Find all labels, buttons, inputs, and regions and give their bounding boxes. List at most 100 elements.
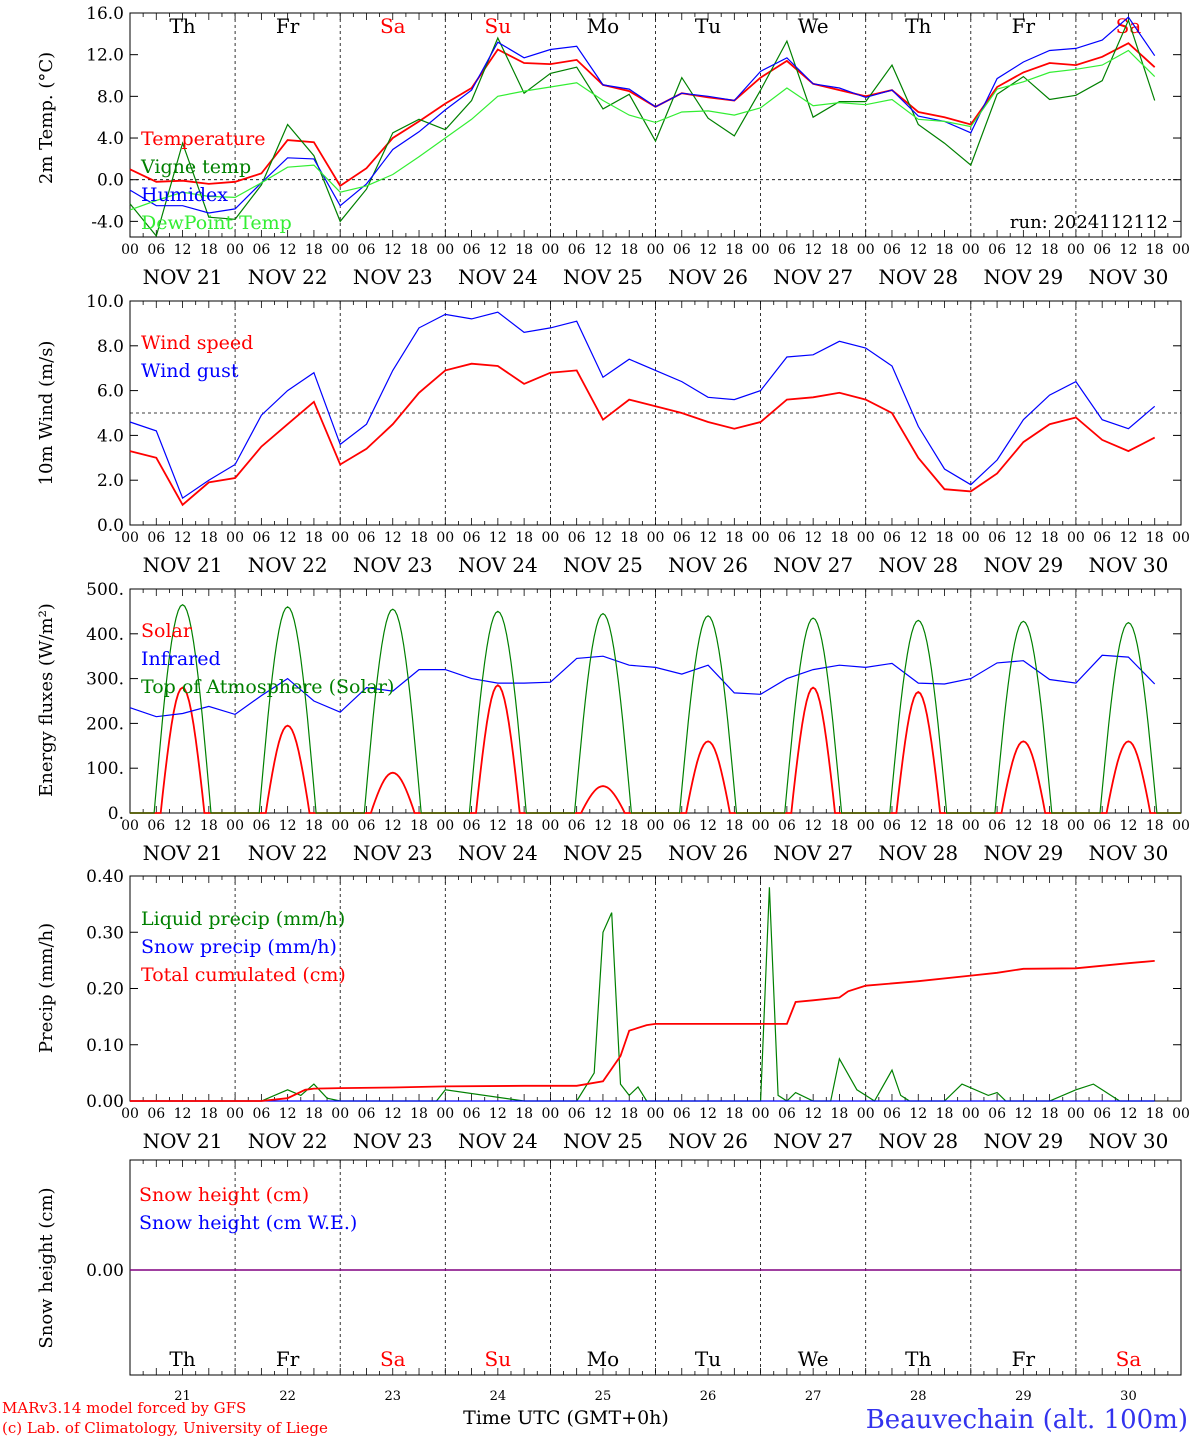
hour-tick-label: 06 xyxy=(463,530,481,546)
legend-entry: Wind speed xyxy=(141,332,253,354)
date-label: NOV 28 xyxy=(878,553,958,577)
run-annotation: run: 2024112112 xyxy=(1010,212,1168,233)
hour-tick-label: 18 xyxy=(515,242,533,258)
y-tick-label: 0.10 xyxy=(86,1036,124,1056)
legend-entry: DewPoint Temp xyxy=(141,212,292,234)
hour-tick-label: 12 xyxy=(1014,242,1032,258)
date-label: NOV 22 xyxy=(248,1129,328,1153)
hour-tick-label: 18 xyxy=(1041,818,1059,834)
hour-tick-label: 18 xyxy=(831,530,849,546)
hour-tick-label: 06 xyxy=(1093,1106,1111,1122)
legend-entry: Snow height (cm W.E.) xyxy=(139,1212,357,1234)
weekday-label: Th xyxy=(169,14,195,38)
hour-tick-label: 12 xyxy=(909,1106,927,1122)
y-axis-label: Snow height (cm) xyxy=(36,1187,57,1348)
panel-1: 16.0 12.0 8.0 4.0 0.0 -4.0 2m Temp. (°C) Th Fr Sa… xyxy=(36,4,1190,289)
y-tick-label: 10.0 xyxy=(86,292,124,312)
hour-tick-label: 00 xyxy=(962,818,980,834)
date-label: NOV 23 xyxy=(353,553,433,577)
hour-tick-label: 18 xyxy=(725,242,743,258)
weekday-label: Tu xyxy=(695,1347,721,1371)
hour-tick-label: 00 xyxy=(752,242,770,258)
hour-tick-label: 00 xyxy=(647,818,665,834)
hour-tick-label: 00 xyxy=(752,1106,770,1122)
hour-tick-label: 12 xyxy=(384,1106,402,1122)
y-tick-label: 0. xyxy=(108,804,124,824)
series-line-humidex xyxy=(129,16,1156,214)
hour-tick-label: 12 xyxy=(594,1106,612,1122)
hour-tick-label: 06 xyxy=(988,818,1006,834)
panel-4: 0.40 0.30 0.20 0.10 0.00 Precip (mm/h) Liquid … xyxy=(36,867,1190,1153)
hour-tick-label: 00 xyxy=(857,530,875,546)
hour-tick-label: 00 xyxy=(226,1106,244,1122)
hour-tick-label: 18 xyxy=(831,242,849,258)
weekday-label: Fr xyxy=(276,14,300,38)
hour-tick-label: 06 xyxy=(883,530,901,546)
hour-tick-label: 00 xyxy=(226,530,244,546)
legend-entry: Top of Atmosphere (Solar) xyxy=(141,676,394,698)
hour-tick-label: 12 xyxy=(804,818,822,834)
day-number-label: 30 xyxy=(1120,1389,1137,1404)
hour-tick-label: 06 xyxy=(147,242,165,258)
date-label: NOV 22 xyxy=(248,265,328,289)
hour-tick-label: 06 xyxy=(988,1106,1006,1122)
x-axis-title: Time UTC (GMT+0h) xyxy=(463,1407,669,1429)
legend-entry: Vigne temp xyxy=(140,156,251,178)
date-label: NOV 23 xyxy=(353,841,433,865)
hour-tick-label: 00 xyxy=(541,1106,559,1122)
weekday-label: Fr xyxy=(1012,1347,1036,1371)
hour-tick-label: 06 xyxy=(358,242,376,258)
weekday-label: Tu xyxy=(695,14,721,38)
hour-tick-label: 18 xyxy=(725,818,743,834)
hour-tick-label: 00 xyxy=(1067,818,1085,834)
hour-tick-label: 18 xyxy=(1146,1106,1164,1122)
hour-tick-label: 00 xyxy=(962,242,980,258)
y-tick-label: 400. xyxy=(86,625,124,645)
station-name: Beauvechain (alt. 100m) xyxy=(866,1405,1188,1435)
hour-tick-label: 18 xyxy=(305,530,323,546)
day-number-label: 26 xyxy=(700,1389,717,1404)
day-number-label: 28 xyxy=(910,1389,927,1404)
y-tick-label: 0.00 xyxy=(86,1261,124,1281)
weekday-label: We xyxy=(798,14,829,38)
hour-tick-label: 06 xyxy=(778,242,796,258)
hour-tick-label: 12 xyxy=(1120,818,1138,834)
y-tick-label: -4.0 xyxy=(91,212,124,232)
day-number-label: 27 xyxy=(805,1389,822,1404)
hour-tick-label: 06 xyxy=(568,242,586,258)
date-label: NOV 22 xyxy=(248,841,328,865)
hour-tick-label: 06 xyxy=(778,818,796,834)
legend-entry: Humidex xyxy=(141,184,228,206)
y-tick-label: 0.0 xyxy=(97,171,124,191)
hour-tick-label: 06 xyxy=(358,818,376,834)
weekday-label: Sa xyxy=(1116,1347,1142,1371)
hour-tick-label: 12 xyxy=(1120,242,1138,258)
hour-tick-label: 00 xyxy=(647,530,665,546)
hour-tick-label: 18 xyxy=(515,530,533,546)
y-tick-label: 0.30 xyxy=(86,923,124,943)
weekday-label: Fr xyxy=(276,1347,300,1371)
series-line-temperature xyxy=(129,42,1156,188)
hour-tick-label: 18 xyxy=(1041,1106,1059,1122)
series-line-dewpoint-temp xyxy=(129,49,1156,211)
panel-2: 10.0 8.0 6.0 4.0 2.0 0.0 10m Wind (m/s) Wind sp… xyxy=(36,292,1190,577)
credit-line-2: (c) Lab. of Climatology, University of L… xyxy=(2,1419,328,1437)
hour-tick-label: 06 xyxy=(673,242,691,258)
day-number-label: 29 xyxy=(1015,1389,1032,1404)
date-label: NOV 28 xyxy=(878,841,958,865)
panel-5: Snow height (cm) 0.00 Snow height (cm) Snow… xyxy=(36,1159,1182,1404)
hour-tick-label: 06 xyxy=(147,1106,165,1122)
date-label: NOV 30 xyxy=(1089,553,1169,577)
hour-tick-label: 12 xyxy=(1014,818,1032,834)
hour-tick-label: 18 xyxy=(936,1106,954,1122)
hour-tick-label: 18 xyxy=(410,530,428,546)
hour-tick-label: 12 xyxy=(804,530,822,546)
hour-tick-label: 18 xyxy=(305,1106,323,1122)
hour-tick-label: 18 xyxy=(620,242,638,258)
hour-tick-label: 06 xyxy=(252,1106,270,1122)
date-label: NOV 29 xyxy=(983,553,1063,577)
hour-tick-label: 06 xyxy=(252,242,270,258)
hour-tick-label: 12 xyxy=(909,818,927,834)
hour-tick-label: 00 xyxy=(121,818,139,834)
